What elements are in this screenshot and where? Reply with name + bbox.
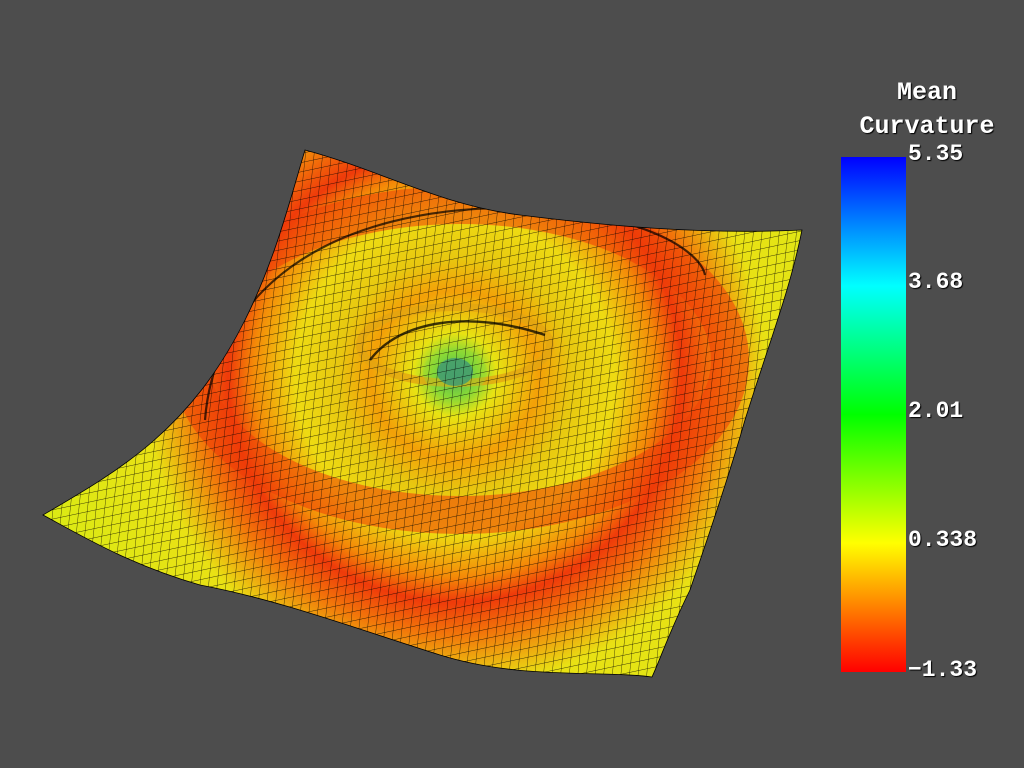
scalar-bar-colorbar	[841, 157, 906, 672]
scalar-bar-title-line2: Curvature	[859, 112, 995, 141]
inner-rim-edge	[369, 320, 546, 361]
colorbar-gradient	[841, 157, 906, 672]
scalar-bar-tick-lower: 0.338	[908, 527, 978, 553]
scalar-bar-title-line1: Mean	[896, 78, 957, 107]
scalar-bar-tick-middle: 2.01	[908, 398, 964, 424]
surface-outline	[42, 149, 803, 678]
scalar-bar-tick-min: −1.33	[908, 657, 978, 683]
scalar-bar-tick-max: 5.35	[908, 141, 964, 167]
scalar-bar-tick-upper: 3.68	[908, 269, 964, 295]
